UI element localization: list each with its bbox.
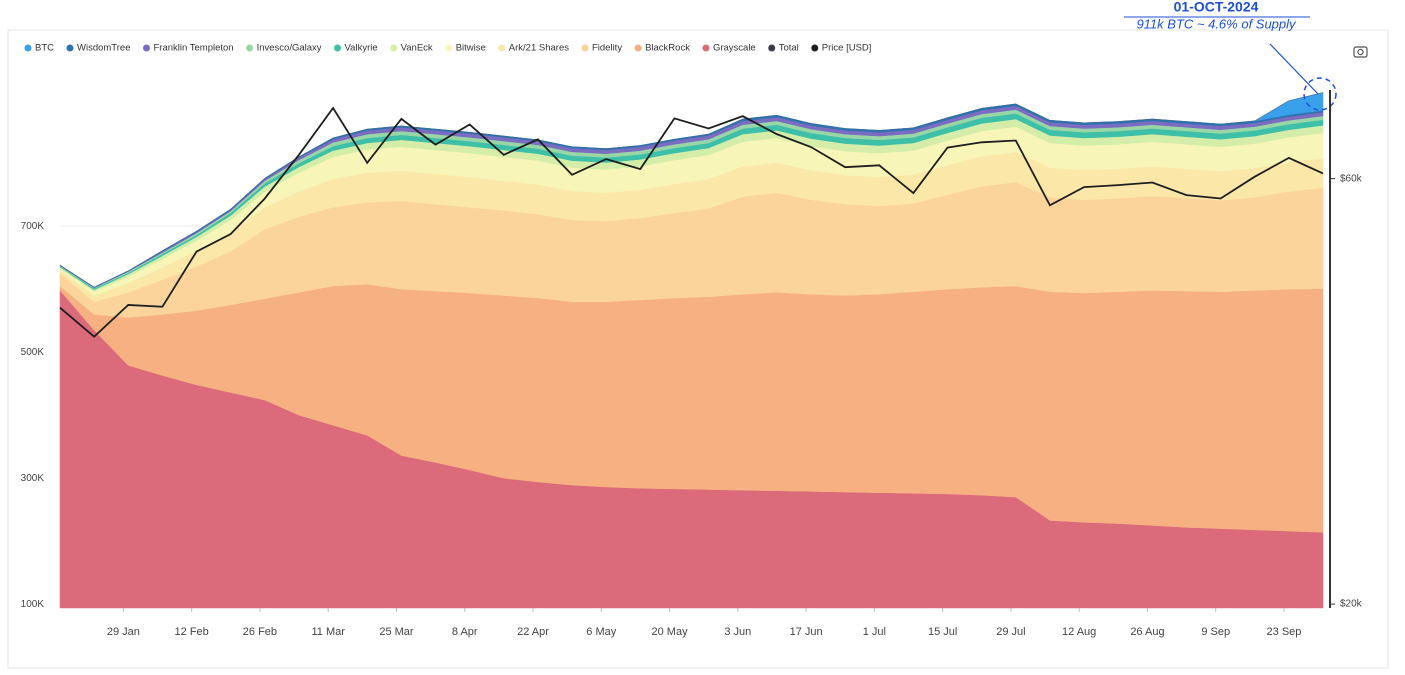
legend-item[interactable]: Ark/21 Shares	[498, 43, 569, 54]
legend-swatch	[811, 44, 819, 52]
legend-label: BTC	[35, 43, 54, 54]
legend-item[interactable]: WisdomTree	[66, 43, 131, 54]
legend-swatch	[66, 44, 74, 52]
x-tick-label: 3 Jun	[724, 626, 751, 638]
y-tick-label: 500K	[21, 347, 45, 358]
x-tick-label: 15 Jul	[928, 626, 957, 638]
legend-item[interactable]: Fidelity	[581, 43, 622, 54]
camera-icon[interactable]	[1353, 46, 1368, 58]
legend-swatch	[246, 44, 254, 52]
legend-swatch	[581, 44, 589, 52]
annotation-text: 911k BTC ~ 4.6% of Supply	[1136, 16, 1297, 31]
legend-item[interactable]: Grayscale	[702, 43, 756, 54]
camera-lens	[1357, 48, 1364, 56]
legend-item[interactable]: BTC	[24, 43, 55, 54]
legend-swatch	[634, 44, 642, 52]
legend-label: VanEck	[401, 43, 433, 54]
legend-swatch	[768, 44, 776, 52]
legend-swatch	[445, 44, 453, 52]
plot	[59, 92, 1324, 609]
legend-item[interactable]: Valkyrie	[334, 43, 378, 54]
x-tick-label: 22 Apr	[517, 626, 549, 638]
legend-label: Valkyrie	[345, 43, 378, 54]
annotation-circle	[1303, 77, 1337, 111]
x-tick-label: 1 Jul	[863, 626, 886, 638]
annotation-arrow	[1269, 43, 1319, 95]
x-tick-label: 26 Aug	[1130, 626, 1164, 638]
legend-item[interactable]: Total	[768, 43, 799, 54]
legend-item[interactable]: VanEck	[390, 43, 433, 54]
legend-swatch	[498, 44, 506, 52]
legend-label: Fidelity	[592, 43, 622, 54]
legend-label: Invesco/Galaxy	[257, 43, 322, 54]
annotation-date: 01-OCT-2024	[1174, 0, 1259, 15]
legend-swatch	[24, 44, 32, 52]
legend-swatch	[390, 44, 398, 52]
legend-label: BlackRock	[645, 43, 690, 54]
legend-swatch	[702, 44, 710, 52]
y-tick-label: 700K	[21, 221, 45, 232]
x-tick-label: 12 Aug	[1062, 626, 1096, 638]
y-tick-label: 100K	[21, 599, 45, 610]
legend-item[interactable]: BlackRock	[634, 43, 691, 54]
x-tick-label: 9 Sep	[1201, 626, 1230, 638]
x-tick-label: 25 Mar	[379, 626, 414, 638]
x-tick-label: 11 Mar	[311, 626, 345, 638]
x-tick-label: 6 May	[586, 626, 616, 638]
legend: BTC WisdomTree Franklin Templeton Invesco/G…	[24, 43, 871, 54]
y-tick-label: 300K	[21, 473, 45, 484]
legend-swatch	[143, 44, 150, 52]
x-tick-label: 8 Apr	[452, 626, 478, 638]
y2-tick-label: $60k	[1340, 173, 1363, 184]
x-tick-label: 17 Jun	[790, 626, 823, 638]
legend-item[interactable]: Invesco/Galaxy	[246, 43, 322, 54]
legend-label: Franklin Templeton	[154, 43, 234, 54]
legend-item[interactable]: Price [USD]	[811, 43, 871, 54]
camera-body	[1353, 46, 1368, 58]
legend-item[interactable]: Bitwise	[445, 43, 486, 54]
legend-swatch	[334, 44, 342, 52]
legend-label: WisdomTree	[77, 43, 131, 54]
legend-label: Total	[779, 43, 799, 54]
x-tick-label: 29 Jan	[107, 626, 140, 638]
total-line	[59, 92, 1324, 288]
x-tick-label: 26 Feb	[243, 626, 277, 638]
x-tick-label: 20 May	[652, 626, 689, 638]
x-tick-label: 29 Jul	[996, 626, 1025, 638]
legend-item[interactable]: Franklin Templeton	[143, 43, 234, 54]
x-tick-label: 12 Feb	[175, 626, 209, 638]
legend-label: Grayscale	[713, 43, 756, 54]
x-tick-label: 23 Sep	[1267, 626, 1302, 638]
price-line	[59, 106, 1324, 338]
legend-label: Ark/21 Shares	[509, 43, 569, 54]
legend-label: Bitwise	[456, 43, 486, 54]
legend-label: Price [USD]	[822, 43, 872, 54]
y2-tick-label: $20k	[1340, 599, 1363, 610]
